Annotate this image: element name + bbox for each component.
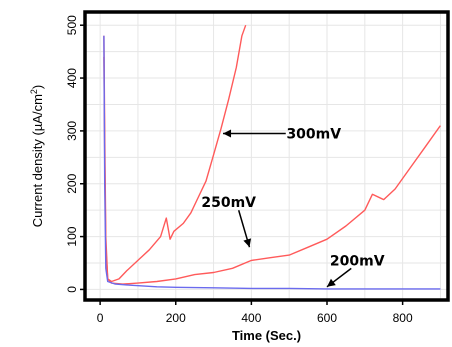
plot-frame	[83, 10, 450, 302]
series-line-200mv	[103, 35, 441, 290]
series-layer	[103, 24, 441, 290]
tick-layer: 0 200 400 600 800 0 100 200 300 400 500	[65, 15, 413, 325]
series-line-300mv	[103, 24, 247, 283]
x-tick-label: 0	[97, 311, 104, 325]
y-tick-label: 300	[65, 121, 79, 141]
y-axis-title-close: )	[30, 85, 45, 89]
y-tick-label: 200	[65, 173, 79, 193]
x-tick-label: 400	[241, 311, 261, 325]
y-axis-title: Current density (µA/cm2)	[29, 85, 45, 228]
annotation-arrow-head	[327, 278, 336, 287]
x-tick-label: 600	[317, 311, 337, 325]
x-tick-label: 800	[393, 311, 413, 325]
y-tick-label: 0	[65, 286, 79, 293]
annotation-arrow-head	[243, 238, 252, 248]
y-tick-label: 100	[65, 226, 79, 246]
x-tick-label: 200	[166, 311, 186, 325]
y-axis-title-main: Current density (µA/cm	[30, 94, 45, 227]
annotation-arrow-head	[223, 129, 232, 138]
y-tick-label: 500	[65, 15, 79, 35]
annotation-label-200mv: 200mV	[330, 253, 385, 269]
y-axis-title-superscript: 2	[29, 89, 39, 94]
annotation-label-250mv: 250mV	[201, 195, 256, 211]
y-tick-label: 400	[65, 68, 79, 88]
annotation-label-300mv: 300mV	[286, 127, 341, 143]
x-axis-title: Time (Sec.)	[232, 328, 301, 343]
annotation-layer: 300mV 250mV 200mV	[201, 127, 385, 288]
